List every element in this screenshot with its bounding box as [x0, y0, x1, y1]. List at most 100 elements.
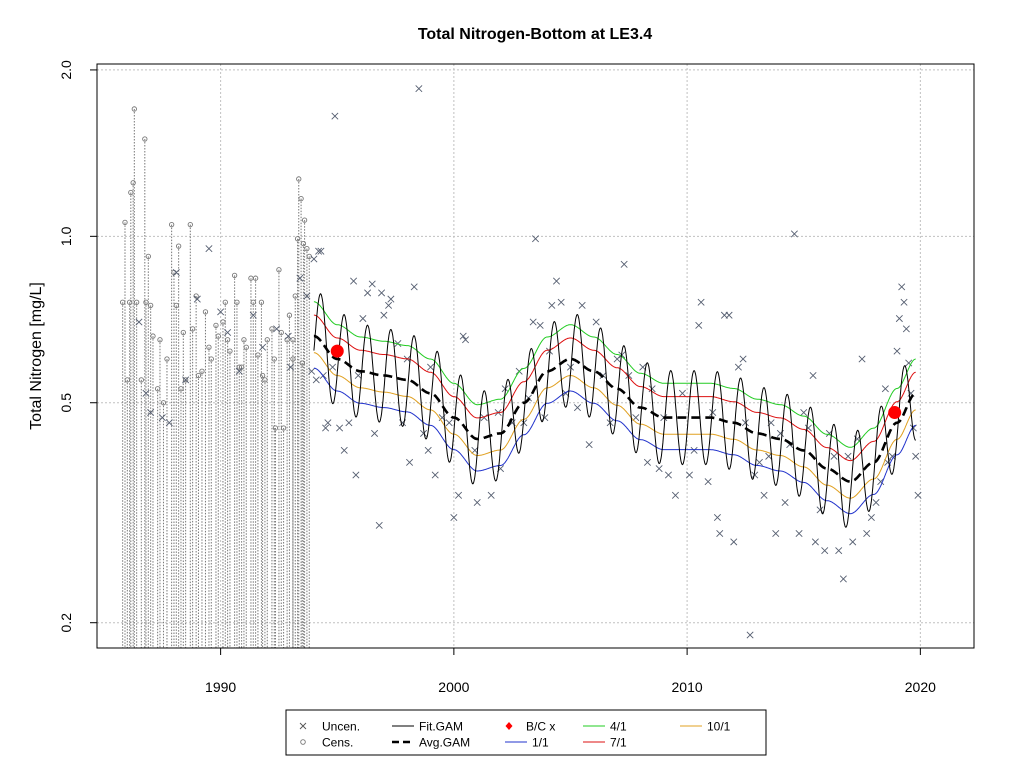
censored-point: [250, 299, 256, 305]
uncensored-point: [704, 478, 712, 486]
legend-item-r7: 7/1: [583, 736, 627, 750]
uncensored-point: [315, 247, 323, 255]
legend-label: 7/1: [610, 736, 627, 750]
x-tick-label: 2020: [905, 679, 936, 695]
ratio-10-1-line: [313, 352, 916, 499]
uncensored-point: [746, 631, 754, 639]
censored-point: [122, 219, 128, 225]
uncensored-point: [844, 452, 852, 460]
uncensored-point: [375, 521, 383, 529]
uncensored-point: [816, 506, 824, 514]
uncensored-point: [352, 471, 360, 479]
uncensored-point: [329, 363, 337, 371]
legend-item-fit: Fit.GAM: [392, 720, 463, 734]
uncensored-point: [147, 409, 155, 417]
uncensored-point: [324, 419, 332, 427]
censored-point: [202, 309, 209, 315]
uncensored-point: [431, 471, 439, 479]
uncensored-point: [898, 283, 906, 291]
x-tick-label: 1990: [205, 679, 236, 695]
legend-label: 4/1: [610, 720, 627, 734]
legend-box: [285, 709, 767, 756]
censored-point: [134, 299, 140, 305]
censored-point: [150, 333, 156, 339]
censored-point: [160, 400, 167, 406]
censored-point: [168, 221, 175, 228]
uncensored-point: [308, 367, 316, 375]
censored-point: [271, 356, 277, 362]
uncensored-point: [317, 247, 325, 255]
uncensored-point: [739, 355, 747, 363]
censored-point: [280, 425, 287, 431]
censored-series: [120, 106, 312, 648]
legend-item-r4: 4/1: [583, 720, 627, 734]
uncensored-point: [566, 363, 575, 371]
bc-point: [330, 344, 344, 358]
uncensored-point: [445, 419, 453, 427]
uncensored-point: [364, 289, 372, 297]
uncensored-point: [387, 295, 395, 303]
uncensored-point: [900, 298, 908, 306]
uncensored-point: [790, 230, 798, 238]
uncensored-point: [781, 498, 789, 507]
uncensored-point: [902, 325, 910, 333]
ratio-1-1-line: [313, 367, 916, 515]
uncensored-point: [165, 419, 173, 427]
legend-label: 10/1: [707, 720, 731, 734]
censored-point: [241, 337, 247, 343]
uncensored-point: [462, 336, 470, 344]
censored-point: [189, 326, 196, 332]
censored-point: [187, 221, 193, 228]
uncensored-point: [716, 529, 724, 538]
uncensored-point: [303, 292, 311, 300]
censored-point: [120, 299, 126, 305]
uncensored-point: [685, 471, 693, 479]
censored-point: [300, 240, 307, 247]
censored-point: [296, 176, 302, 182]
uncensored-point: [858, 355, 866, 363]
legend-label: Uncen.: [322, 720, 360, 734]
censored-point: [222, 299, 228, 305]
uncensored-point: [158, 414, 166, 422]
uncensored-point: [835, 547, 843, 555]
uncensored-point: [380, 311, 388, 319]
uncensored-point: [529, 318, 537, 326]
legend-label: B/C x: [526, 720, 555, 734]
legend-circle-icon: [300, 739, 306, 745]
uncensored-point: [795, 529, 803, 538]
uncensored-point: [830, 452, 838, 460]
uncensored-point: [578, 301, 586, 309]
uncensored-point: [671, 491, 679, 499]
uncensored-point: [709, 409, 717, 417]
uncensored-point: [322, 424, 330, 432]
bc-point: [888, 406, 902, 420]
censored-point: [224, 337, 231, 343]
censored-point: [243, 344, 249, 350]
uncensored-point: [655, 465, 663, 473]
uncensored-point: [881, 385, 889, 393]
x-tick-label: 2000: [438, 679, 469, 695]
avg-gam-line: [313, 334, 916, 483]
censored-point: [231, 272, 238, 278]
censored-point: [290, 356, 296, 362]
uncensored-point: [345, 419, 353, 427]
uncensored-point: [625, 372, 633, 380]
uncensored-point: [217, 308, 225, 316]
uncensored-point: [585, 441, 593, 449]
uncensored-point: [730, 538, 738, 546]
uncensored-point: [235, 367, 243, 375]
uncensored-point: [459, 332, 467, 340]
uncensored-point: [548, 301, 556, 309]
censored-point: [290, 337, 296, 343]
uncensored-point: [905, 359, 913, 367]
uncensored-point: [368, 280, 376, 288]
uncensored-point: [877, 478, 885, 486]
uncensored-point: [552, 277, 561, 285]
uncensored-point: [664, 471, 672, 479]
censored-point: [278, 329, 284, 336]
uncensored-point: [741, 419, 749, 427]
censored-point: [276, 267, 282, 273]
uncensored-point: [888, 452, 896, 460]
uncensored-point: [713, 513, 721, 522]
censored-point: [258, 299, 265, 305]
